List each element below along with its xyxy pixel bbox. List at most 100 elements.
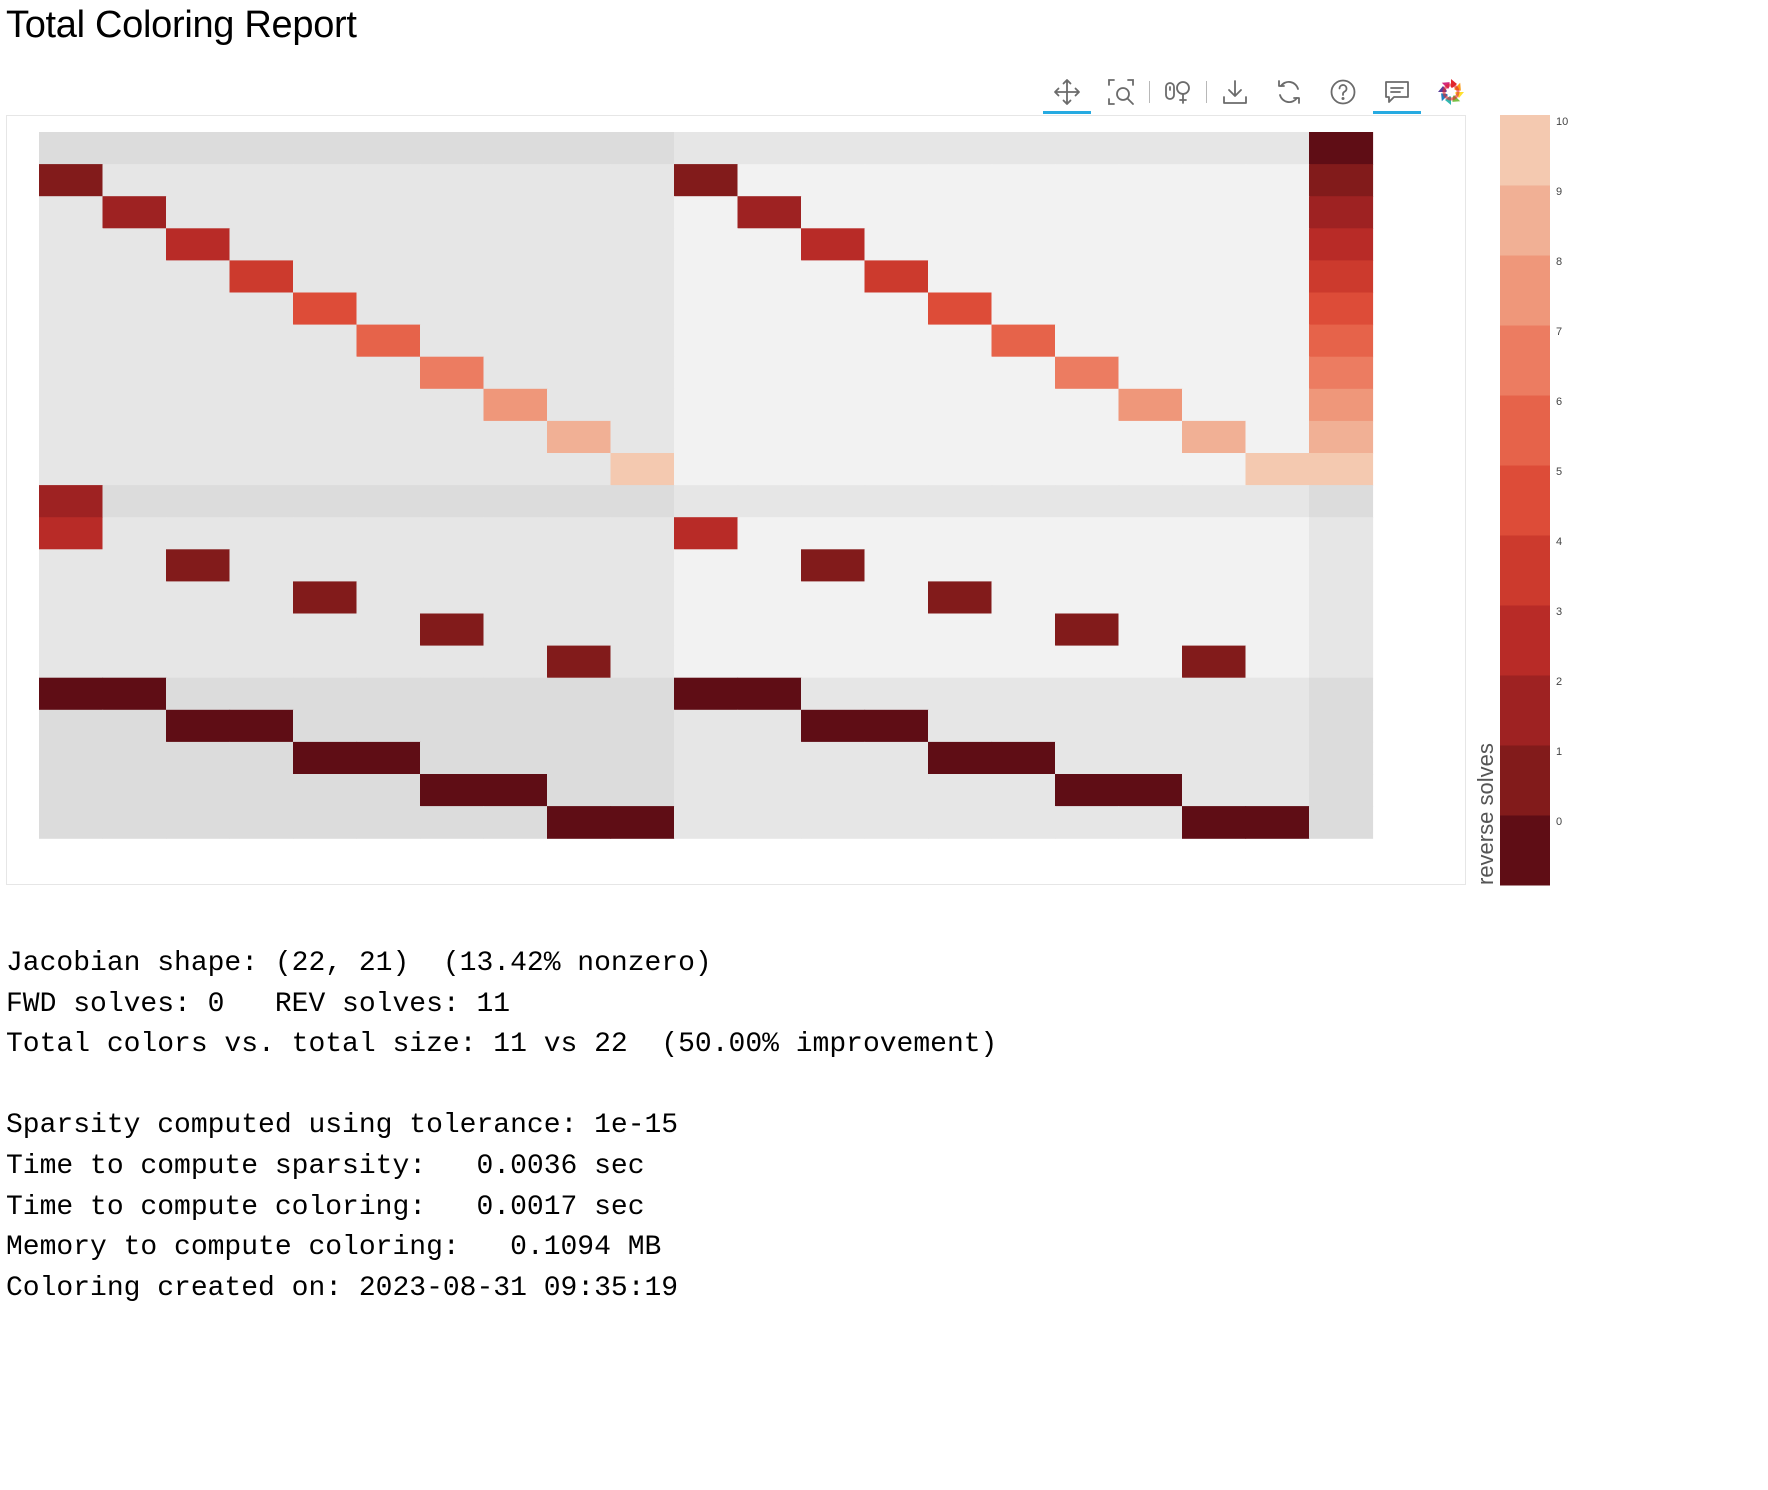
- heatmap-cell-zero[interactable]: [483, 356, 548, 390]
- heatmap-cell-zero[interactable]: [1118, 709, 1183, 743]
- heatmap-cell-zero[interactable]: [420, 292, 485, 326]
- heatmap-cell-zero[interactable]: [356, 581, 421, 615]
- heatmap-cell-zero[interactable]: [737, 292, 802, 326]
- heatmap-cell-zero[interactable]: [420, 677, 485, 711]
- heatmap-cell-zero[interactable]: [674, 806, 739, 839]
- heatmap-cell-zero[interactable]: [1245, 581, 1310, 615]
- heatmap-cell-zero[interactable]: [1309, 581, 1374, 615]
- heatmap-cell-zero[interactable]: [928, 517, 993, 550]
- heatmap-cell-zero[interactable]: [1309, 709, 1374, 743]
- heatmap-cell-nonzero[interactable]: [39, 164, 104, 197]
- heatmap-cell-zero[interactable]: [229, 774, 294, 807]
- heatmap-cell-zero[interactable]: [864, 228, 929, 261]
- heatmap-cell-zero[interactable]: [293, 356, 358, 390]
- heatmap-cell-zero[interactable]: [674, 485, 739, 518]
- heatmap-cell-zero[interactable]: [102, 741, 167, 775]
- heatmap-cell-zero[interactable]: [1309, 806, 1374, 839]
- heatmap-cell-zero[interactable]: [166, 356, 231, 390]
- heatmap-cell-zero[interactable]: [102, 774, 167, 807]
- heatmap-cell-nonzero[interactable]: [928, 581, 993, 615]
- heatmap-cell-zero[interactable]: [39, 260, 104, 294]
- heatmap-cell-zero[interactable]: [1055, 677, 1120, 711]
- heatmap-cell-zero[interactable]: [1309, 613, 1374, 647]
- heatmap-cell-zero[interactable]: [610, 645, 675, 679]
- heatmap-cell-zero[interactable]: [1182, 292, 1247, 326]
- heatmap-cell-zero[interactable]: [1118, 420, 1183, 454]
- heatmap-cell-zero[interactable]: [737, 485, 802, 518]
- heatmap-cell-nonzero[interactable]: [1055, 613, 1120, 647]
- heatmap-cell-zero[interactable]: [1055, 453, 1120, 486]
- heatmap-cell-nonzero[interactable]: [1055, 774, 1120, 807]
- heatmap-cell-zero[interactable]: [864, 388, 929, 422]
- heatmap-cell-zero[interactable]: [1055, 549, 1120, 582]
- heatmap-cell-zero[interactable]: [1309, 741, 1374, 775]
- heatmap-cell-nonzero[interactable]: [991, 741, 1056, 775]
- heatmap-cell-zero[interactable]: [39, 774, 104, 807]
- heatmap-cell-zero[interactable]: [674, 741, 739, 775]
- heatmap-cell-zero[interactable]: [1055, 132, 1120, 165]
- heatmap-cell-zero[interactable]: [420, 196, 485, 229]
- heatmap-cell-nonzero[interactable]: [1309, 260, 1374, 294]
- heatmap-cell-nonzero[interactable]: [102, 677, 167, 711]
- heatmap-cell-zero[interactable]: [991, 292, 1056, 326]
- heatmap-cell-nonzero[interactable]: [420, 774, 485, 807]
- heatmap-cell-zero[interactable]: [547, 741, 612, 775]
- heatmap-cell-zero[interactable]: [547, 132, 612, 165]
- heatmap-cell-zero[interactable]: [864, 485, 929, 518]
- heatmap-cell-zero[interactable]: [1309, 549, 1374, 582]
- box-zoom-tool[interactable]: [1094, 66, 1148, 118]
- heatmap-cell-zero[interactable]: [928, 613, 993, 647]
- heatmap-cell-zero[interactable]: [356, 485, 421, 518]
- heatmap-cell-zero[interactable]: [1245, 709, 1310, 743]
- heatmap-cell-zero[interactable]: [674, 645, 739, 679]
- heatmap-cell-nonzero[interactable]: [610, 806, 675, 839]
- heatmap-cell-zero[interactable]: [293, 613, 358, 647]
- heatmap-cell-zero[interactable]: [356, 292, 421, 326]
- heatmap-cell-zero[interactable]: [1245, 517, 1310, 550]
- heatmap-cell-zero[interactable]: [1245, 132, 1310, 165]
- heatmap-cell-zero[interactable]: [864, 453, 929, 486]
- heatmap-cell-zero[interactable]: [674, 260, 739, 294]
- heatmap-cell-nonzero[interactable]: [928, 741, 993, 775]
- heatmap-cell-zero[interactable]: [293, 324, 358, 358]
- heatmap-cell-zero[interactable]: [801, 645, 866, 679]
- heatmap-cell-zero[interactable]: [229, 292, 294, 326]
- heatmap-cell-zero[interactable]: [610, 549, 675, 582]
- heatmap-cell-zero[interactable]: [102, 485, 167, 518]
- heatmap-cell-zero[interactable]: [928, 677, 993, 711]
- heatmap-cell-zero[interactable]: [737, 645, 802, 679]
- heatmap-cell-zero[interactable]: [864, 292, 929, 326]
- heatmap-cell-zero[interactable]: [1055, 741, 1120, 775]
- heatmap-cell-nonzero[interactable]: [801, 228, 866, 261]
- heatmap-cell-nonzero[interactable]: [293, 581, 358, 615]
- heatmap-cell-nonzero[interactable]: [1245, 806, 1310, 839]
- heatmap-cell-nonzero[interactable]: [1118, 774, 1183, 807]
- heatmap-cell-zero[interactable]: [293, 453, 358, 486]
- heatmap-cell-zero[interactable]: [420, 164, 485, 197]
- heatmap-cell-zero[interactable]: [356, 228, 421, 261]
- heatmap-cell-zero[interactable]: [1118, 132, 1183, 165]
- heatmap-cell-zero[interactable]: [928, 388, 993, 422]
- heatmap-cell-zero[interactable]: [1245, 260, 1310, 294]
- heatmap-cell-zero[interactable]: [166, 388, 231, 422]
- heatmap-cell-zero[interactable]: [737, 549, 802, 582]
- heatmap-cell-zero[interactable]: [737, 420, 802, 454]
- heatmap-cell-zero[interactable]: [547, 613, 612, 647]
- heatmap-cell-zero[interactable]: [1118, 260, 1183, 294]
- heatmap-cell-zero[interactable]: [991, 164, 1056, 197]
- heatmap-cell-zero[interactable]: [864, 549, 929, 582]
- heatmap-cell-zero[interactable]: [674, 613, 739, 647]
- heatmap-cell-zero[interactable]: [928, 420, 993, 454]
- heatmap-cell-zero[interactable]: [1245, 196, 1310, 229]
- heatmap-cell-zero[interactable]: [1118, 485, 1183, 518]
- heatmap-cell-zero[interactable]: [1182, 260, 1247, 294]
- heatmap-cell-zero[interactable]: [801, 356, 866, 390]
- heatmap-cell-nonzero[interactable]: [1309, 196, 1374, 229]
- heatmap-cell-zero[interactable]: [102, 132, 167, 165]
- heatmap-cell-zero[interactable]: [356, 677, 421, 711]
- heatmap-cell-zero[interactable]: [547, 292, 612, 326]
- heatmap-cell-zero[interactable]: [610, 613, 675, 647]
- heatmap-cell-zero[interactable]: [166, 741, 231, 775]
- heatmap-cell-zero[interactable]: [928, 356, 993, 390]
- heatmap-cell-nonzero[interactable]: [674, 164, 739, 197]
